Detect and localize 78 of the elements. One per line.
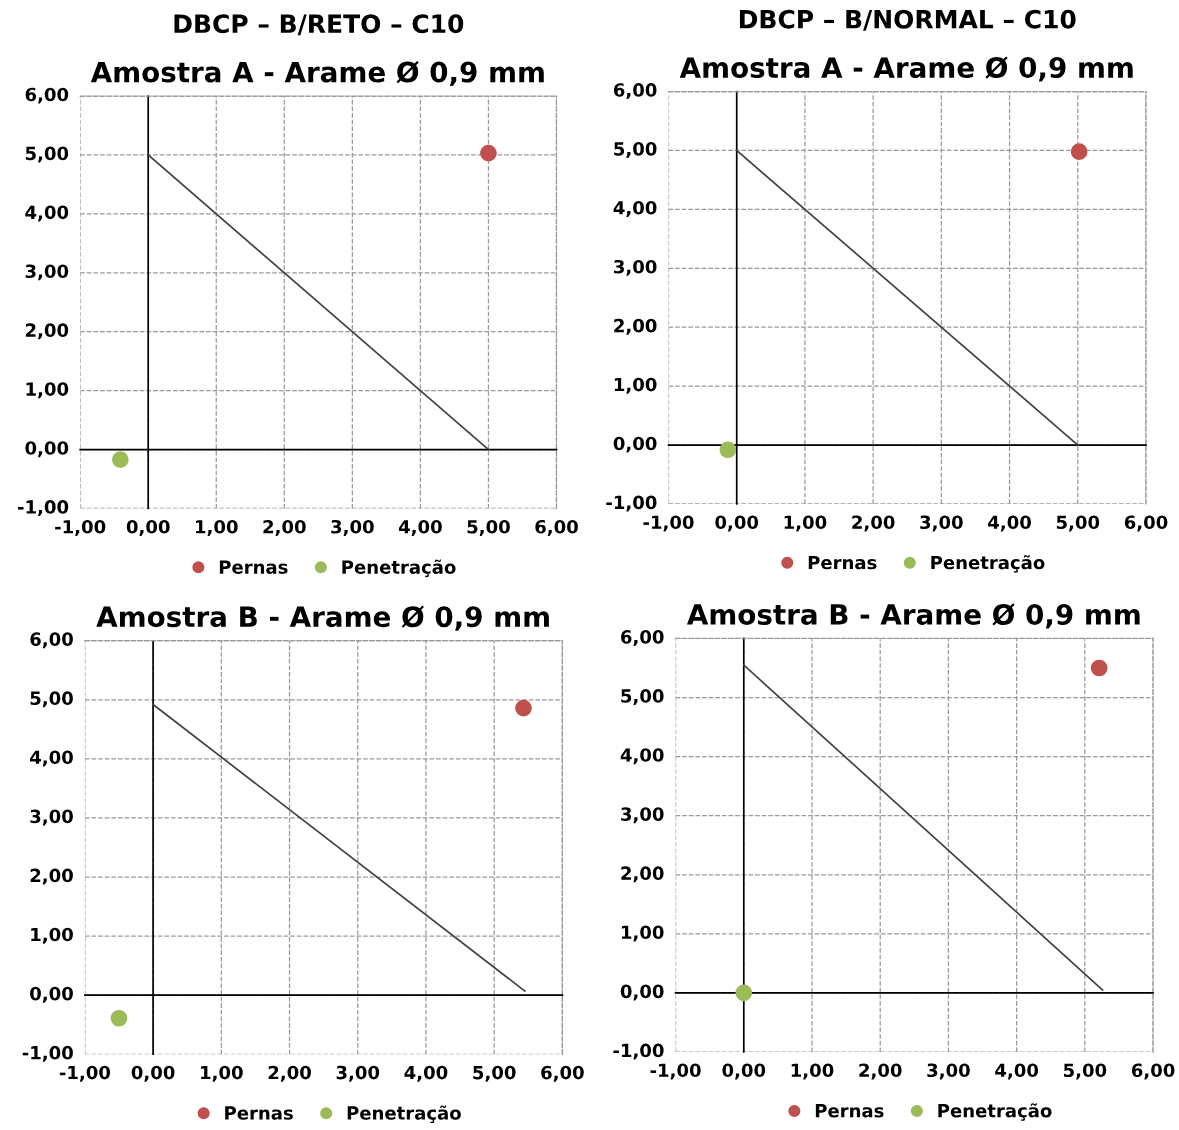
y-tick-label: 4,00 (30, 750, 73, 767)
y-tick-label: 4,00 (613, 200, 657, 217)
x-tick-label: 4,00 (988, 515, 1031, 532)
x-tick-label: 6,00 (1131, 1063, 1175, 1080)
y-tick-label: 4,00 (620, 748, 664, 765)
x-tick-label: 6,00 (541, 1065, 584, 1082)
x-tick-label: 4,00 (995, 1063, 1039, 1080)
x-tick-label: 3,00 (336, 1065, 380, 1082)
chart-title: Amostra B - Arame Ø 0,9 mm (96, 605, 549, 631)
y-tick-label: 2,00 (614, 318, 657, 335)
chart-title: Amostra A - Arame Ø 0,9 mm (679, 56, 1133, 82)
y-tick-label: 0,00 (613, 436, 657, 453)
y-tick-label: 0,00 (30, 986, 73, 1003)
x-tick-label: 2,00 (268, 1065, 311, 1082)
x-tick-label: 0,00 (715, 515, 759, 532)
legend-label: Pernas (808, 555, 877, 570)
x-tick-label: 1,00 (791, 1063, 834, 1080)
x-tick-label: 4,00 (404, 1065, 448, 1082)
x-tick-label: 5,00 (1056, 515, 1100, 532)
x-tick-label: 0,00 (126, 519, 170, 536)
chart-title: Amostra B - Arame Ø 0,9 mm (686, 603, 1140, 629)
y-tick-label: 1,00 (621, 925, 664, 942)
x-tick-label: 1,00 (196, 519, 238, 536)
x-tick-label: -1,00 (650, 1063, 701, 1080)
x-tick-label: 3,00 (927, 1063, 970, 1080)
legend-label: Penetração (347, 1105, 461, 1124)
x-tick-label: 0,00 (131, 1065, 175, 1082)
y-tick-label: 5,00 (25, 146, 69, 163)
x-tick-label: 5,00 (1063, 1063, 1107, 1080)
legend-label: Penetração (938, 1103, 1052, 1121)
x-tick-label: 3,00 (331, 519, 374, 536)
x-tick-label: 1,00 (784, 515, 827, 532)
y-tick-label: 2,00 (621, 866, 664, 883)
y-tick-label: 5,00 (614, 142, 657, 158)
y-tick-label: 3,00 (621, 807, 664, 824)
text: DBCP – B/NORMAL – C10 (739, 9, 1076, 31)
x-tick-label: 4,00 (398, 519, 442, 536)
x-tick-label: 2,00 (859, 1063, 902, 1080)
x-tick-label: 0,00 (722, 1063, 766, 1080)
y-tick-label: 1,00 (614, 377, 657, 394)
x-tick-label: 6,00 (1124, 515, 1168, 532)
x-tick-label: 6,00 (535, 519, 578, 536)
x-tick-label: 1,00 (201, 1065, 243, 1082)
x-tick-label: 2,00 (852, 515, 895, 532)
y-tick-label: 1,00 (26, 382, 69, 399)
x-tick-label: -1,00 (643, 515, 694, 532)
y-tick-label: 4,00 (25, 205, 69, 222)
y-tick-label: -1,00 (613, 1043, 664, 1060)
legend-label: Penetração (931, 555, 1045, 573)
text: DBCP – B/RETO – C10 (174, 14, 464, 36)
y-tick-label: 6,00 (613, 83, 657, 100)
y-tick-label: 5,00 (621, 689, 664, 706)
x-tick-label: 5,00 (473, 1065, 516, 1082)
x-tick-label: 2,00 (263, 519, 306, 536)
x-tick-label: 5,00 (467, 519, 510, 536)
y-tick-label: 0,00 (620, 984, 664, 1001)
y-tick-label: 1,00 (31, 927, 73, 944)
y-tick-label: 3,00 (614, 259, 657, 276)
legend-label: Penetração (342, 559, 456, 578)
legend-label: Pernas (225, 1106, 293, 1120)
x-tick-label: -1,00 (59, 1065, 111, 1082)
x-tick-label: -1,00 (55, 519, 106, 536)
y-tick-label: 3,00 (25, 264, 69, 281)
y-tick-label: 6,00 (621, 630, 664, 646)
y-tick-label: -1,00 (18, 500, 69, 517)
legend-label: Pernas (815, 1104, 884, 1118)
y-tick-label: 2,00 (30, 868, 73, 885)
y-tick-label: 6,00 (25, 87, 69, 104)
legend-label: Pernas (219, 560, 288, 574)
y-tick-label: 3,00 (30, 809, 73, 826)
chart-title: Amostra A - Arame Ø 0,9 mm (90, 60, 544, 87)
y-tick-label: 6,00 (30, 632, 73, 649)
y-tick-label: 5,00 (30, 691, 73, 708)
y-tick-label: 0,00 (25, 441, 69, 458)
x-tick-label: 3,00 (920, 515, 963, 532)
y-tick-label: -1,00 (606, 495, 657, 512)
y-tick-label: 2,00 (25, 323, 69, 340)
y-tick-label: -1,00 (22, 1045, 73, 1062)
